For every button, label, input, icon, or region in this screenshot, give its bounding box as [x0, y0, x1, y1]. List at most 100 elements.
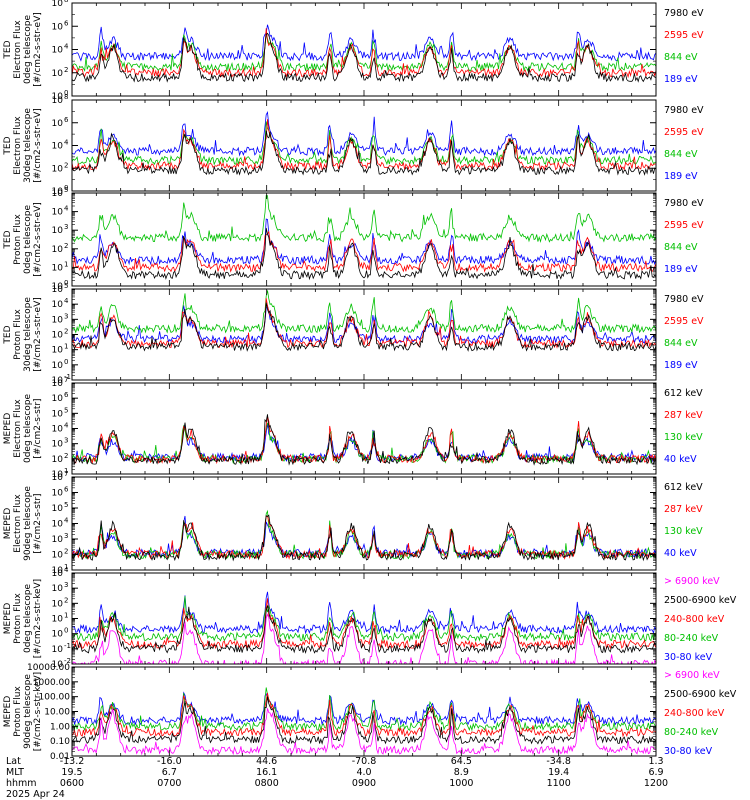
y-tick-label: 10: [52, 504, 64, 514]
y-tick-label: 10: [52, 425, 64, 435]
y-tick-label: 1000.00: [33, 678, 70, 688]
y-tick-exponent: 5: [64, 282, 68, 290]
y-tick-exponent: 1: [64, 343, 68, 351]
y-axis-label-line: 30deg telescope: [23, 297, 33, 372]
series-line-240-800-kev: [72, 692, 656, 738]
y-tick-label: 10: [52, 0, 64, 9]
y-tick-exponent: 6: [64, 116, 69, 124]
y-tick-exponent: 8: [64, 93, 68, 101]
y-tick-label: 10: [52, 331, 64, 341]
y-axis-label-line: [#/cm2-s-str-keV]: [33, 672, 43, 751]
series-line-80-240-kev: [72, 596, 656, 643]
x-ticks: [71, 477, 657, 570]
y-axis-label-line: Proton Flux: [13, 309, 23, 360]
series-line-189-ev: [72, 24, 656, 62]
y-tick-exponent: 1: [64, 260, 68, 268]
y-axis-label: MEPED Electron Flux 90deg telescope [#/cm2-…: [3, 486, 43, 561]
legend-entry: 240-800 keV: [664, 708, 725, 719]
legend-entry: 189 eV: [664, 171, 698, 182]
plot-date: 2025 Apr 24: [6, 789, 65, 800]
legend-entry: 7980 eV: [664, 8, 704, 19]
x-ticks: [71, 383, 657, 474]
panel-meped-proton-90deg: 0.010.101.0010.00100.001000.0010000.00ME…: [3, 663, 737, 762]
legend-entry: 844 eV: [664, 242, 698, 253]
y-tick-exponent: 2: [64, 66, 68, 74]
legend-entry: 130 keV: [664, 526, 703, 537]
y-axis-label-line: Proton Flux: [13, 214, 23, 265]
time-axis-tick-label: -16.0: [157, 756, 182, 767]
y-tick-exponent: 4: [64, 422, 69, 430]
y-tick-label: 10: [52, 315, 64, 325]
y-axis-label-line: [#/cm2-s-str-keV]: [33, 579, 43, 658]
y-tick-label: 10: [52, 535, 64, 545]
series-line-80-240-kev: [72, 687, 656, 732]
y-tick-label: 10: [52, 409, 64, 419]
y-tick-exponent: 1: [64, 612, 68, 620]
legend: 7980 eV 2595 eV 844 eV 189 eV: [664, 294, 704, 371]
y-tick-exponent: 4: [64, 139, 69, 147]
y-tick-exponent: 3: [64, 437, 68, 445]
series-line-612-kev: [72, 414, 656, 466]
y-tick-label: 10000.00: [27, 663, 70, 673]
y-tick-label: 10: [52, 520, 64, 530]
y-tick-exponent: 1: [64, 467, 68, 475]
y-axis-label: MEPED Electron Flux 0deg telescope [#/cm2-s…: [3, 394, 43, 464]
y-axis-label: MEPED Proton Flux 90deg telescope [#/cm2-s-…: [3, 672, 43, 751]
y-tick-label: 1.00: [50, 722, 70, 732]
series-line-844-ev: [72, 290, 656, 334]
x-ticks: [71, 100, 657, 191]
y-tick-label: 10: [52, 263, 64, 273]
series-line--6900-kev: [72, 708, 656, 756]
time-axis-tick-label: 0800: [255, 778, 279, 789]
legend: 7980 eV 2595 eV 844 eV 189 eV: [664, 198, 704, 275]
series-line-130-kev: [72, 422, 656, 465]
y-tick-label: 10: [52, 164, 64, 174]
y-tick-label: 10: [52, 69, 64, 79]
y-axis-label: TED Proton Flux 0deg telescope [#/cm2-s-str…: [3, 202, 43, 277]
series-line-287-kev: [72, 515, 656, 560]
legend: 612 keV 287 keV 130 keV 40 keV: [664, 388, 703, 465]
legend-entry: 7980 eV: [664, 294, 704, 305]
y-tick-exponent: 4: [64, 43, 69, 51]
y-tick-label: 10: [52, 142, 64, 152]
y-tick-label: 10: [52, 361, 64, 371]
y-axis-label-line: [#/cm2-s-str-eV]: [33, 297, 43, 372]
time-axis-tick-label: -34.8: [546, 756, 571, 767]
y-tick-label: 10: [52, 440, 64, 450]
y-axis-label-line: 0deg telescope: [23, 205, 33, 275]
legend-entry: 40 keV: [664, 454, 697, 465]
y-tick-label: 10: [52, 300, 64, 310]
legend-entry: 30-80 keV: [664, 746, 713, 757]
y-tick-exponent: 0: [64, 89, 68, 97]
series-line-2500-6900-kev: [72, 696, 656, 745]
y-axis-label-line: 0deg telescope: [23, 15, 33, 85]
y-axis-label-line: TED: [3, 325, 13, 344]
series-line-2595-ev: [72, 28, 656, 79]
legend-entry: 189 eV: [664, 74, 698, 85]
legend-entry: 844 eV: [664, 149, 698, 160]
y-tick-exponent: 2: [64, 596, 68, 604]
series-line-130-kev: [72, 509, 656, 560]
time-axis-tick-label: 0900: [352, 778, 376, 789]
series-line-2595-ev: [72, 298, 656, 349]
time-axis-tick-label: 1100: [547, 778, 571, 789]
legend-entry: 844 eV: [664, 52, 698, 63]
y-tick-label: 10: [52, 379, 64, 389]
y-tick-label: 100.00: [39, 693, 71, 703]
series-line-30-80-kev: [72, 591, 656, 635]
y-tick-label: 0.01: [50, 752, 70, 762]
y-tick-exponent: 2: [64, 242, 68, 250]
y-tick-exponent: 3: [64, 532, 68, 540]
time-axis-row-label: MLT: [6, 767, 24, 778]
legend-entry: 287 keV: [664, 504, 703, 515]
y-axis-label: MEPED Proton Flux 0deg telescope [#/cm2-s-s…: [3, 579, 43, 658]
panel-frame: [71, 288, 657, 381]
x-ticks: [71, 3, 657, 96]
